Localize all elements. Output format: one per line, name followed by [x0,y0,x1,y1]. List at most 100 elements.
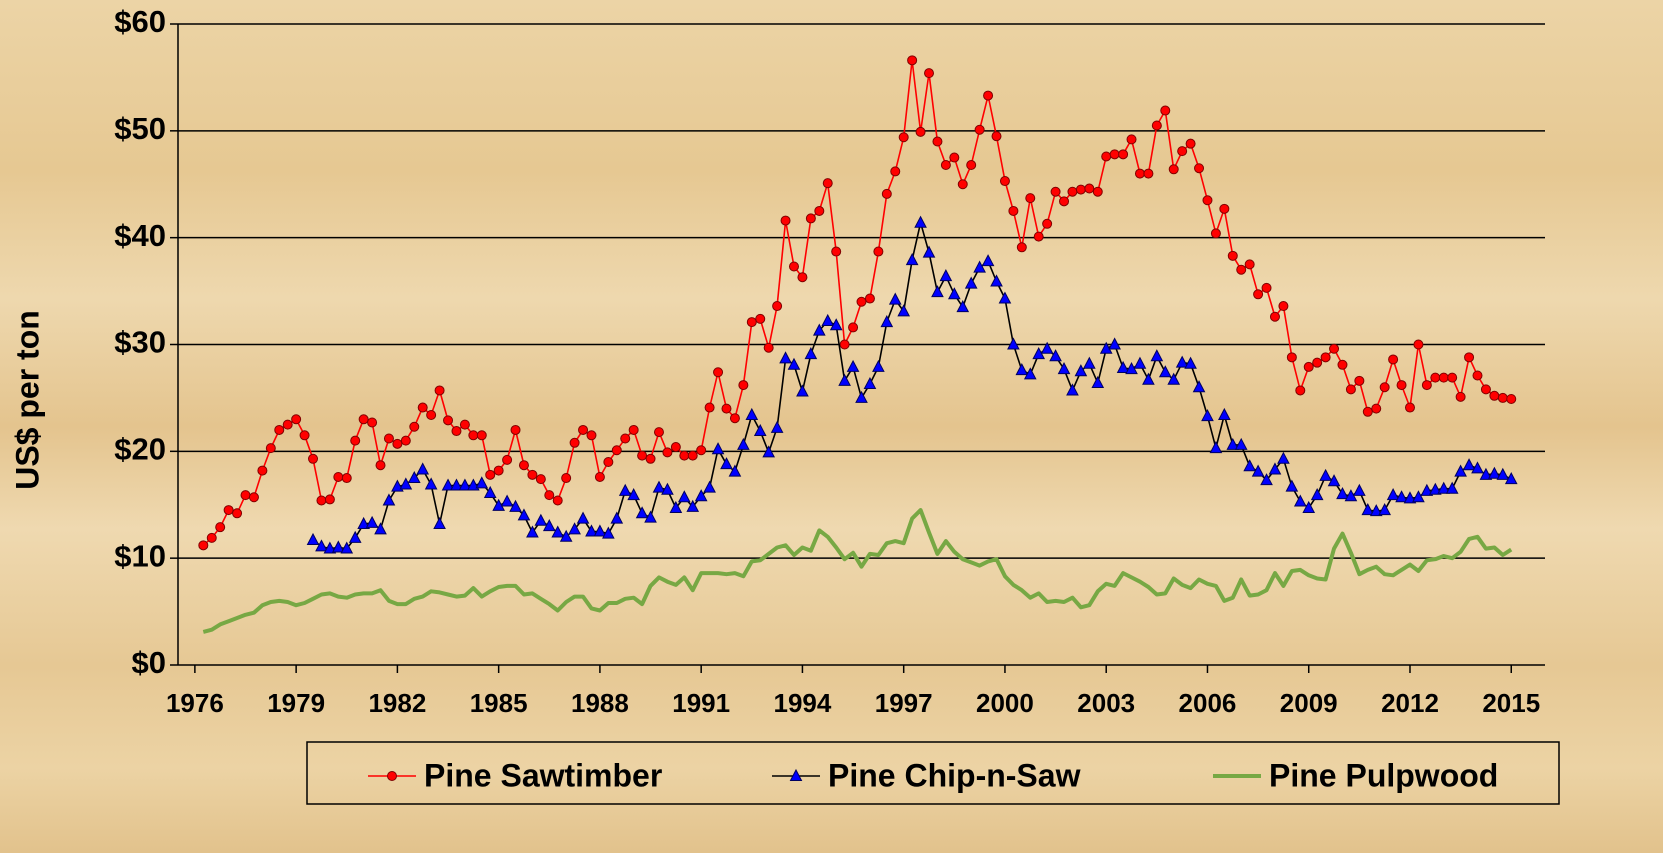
data-point [274,424,285,435]
data-point [931,285,944,298]
data-point [518,460,529,471]
data-point [399,477,413,490]
data-point [585,524,598,537]
data-point [1116,360,1130,374]
data-point [417,402,428,413]
data-point [1480,384,1491,395]
data-point [1454,464,1467,477]
data-point [483,485,497,498]
data-point [721,403,732,414]
data-point [1033,231,1044,242]
legend-box [306,741,1560,805]
data-point [704,402,715,413]
data-point [299,430,310,441]
data-point [627,488,640,501]
data-point [1286,352,1297,363]
data-point [593,524,607,537]
data-point [1369,504,1383,517]
y-tick-label: $60 [114,4,166,39]
x-tick-label: 2015 [1482,688,1540,718]
data-point [1455,391,1466,402]
data-point [1260,473,1273,486]
data-point [999,176,1010,187]
data-point [458,478,472,491]
data-point [450,478,463,491]
data-point [1354,375,1365,386]
data-point [1404,402,1415,413]
data-point [1083,356,1096,369]
data-point [1015,363,1029,376]
data-point [618,483,632,496]
data-point [1261,282,1272,293]
data-point [855,390,868,403]
data-point [653,427,664,438]
data-point [1101,151,1112,162]
x-tick-label: 1976 [166,688,224,718]
data-point [1050,186,1061,197]
data-point [829,318,843,331]
data-point [1226,437,1240,450]
data-point [973,260,986,273]
data-point [1185,138,1196,149]
data-point [357,516,370,529]
data-point [1386,488,1400,501]
x-tick-label: 1997 [875,688,933,718]
data-point [1234,437,1248,450]
data-point [644,510,657,523]
y-tick-label: $10 [114,538,166,573]
data-point [1295,385,1306,396]
data-point [1379,382,1390,393]
data-point [822,178,833,189]
data-point [966,160,977,171]
data-point [1488,466,1501,479]
data-point [1361,503,1375,516]
data-point [1362,406,1373,417]
data-point [838,373,851,386]
data-point [728,464,742,477]
legend: Pine Sawtimber Pine Chip-n-Saw Pine Pulpwo… [306,741,1560,805]
data-point [1395,490,1408,503]
data-point [485,469,496,480]
data-point [1437,481,1451,494]
data-point [805,213,816,224]
data-point [568,522,581,535]
data-point [291,414,302,425]
data-point [1336,486,1349,500]
data-point [510,424,521,435]
data-point [1277,451,1290,464]
data-point [1192,380,1206,393]
data-point [957,179,968,190]
data-point [1320,352,1331,363]
data-point [804,347,818,360]
data-point [416,462,430,475]
data-point [890,166,901,177]
data-point [1040,341,1054,354]
x-tick-label: 1985 [470,688,528,718]
data-point [1496,467,1510,480]
data-point [265,443,276,454]
data-point [949,152,960,163]
data-point [1388,354,1399,365]
data-point [924,68,935,79]
legend-marker [789,768,803,781]
data-point [1293,494,1307,507]
data-point [1133,356,1147,369]
data-point [542,519,556,532]
data-point [341,473,352,484]
data-point [694,489,708,502]
data-point [1310,488,1324,501]
data-point [888,292,902,305]
data-point [198,540,209,551]
data-point [652,480,666,493]
y-tick-label: $0 [132,645,166,680]
data-point [772,301,783,312]
data-point [1150,349,1164,362]
data-point [1412,490,1425,503]
data-point [382,493,396,506]
data-point [831,246,842,257]
y-tick-label: $40 [114,218,166,253]
x-tick-label: 2000 [976,688,1034,718]
data-point [1218,407,1231,421]
data-point [821,313,835,326]
